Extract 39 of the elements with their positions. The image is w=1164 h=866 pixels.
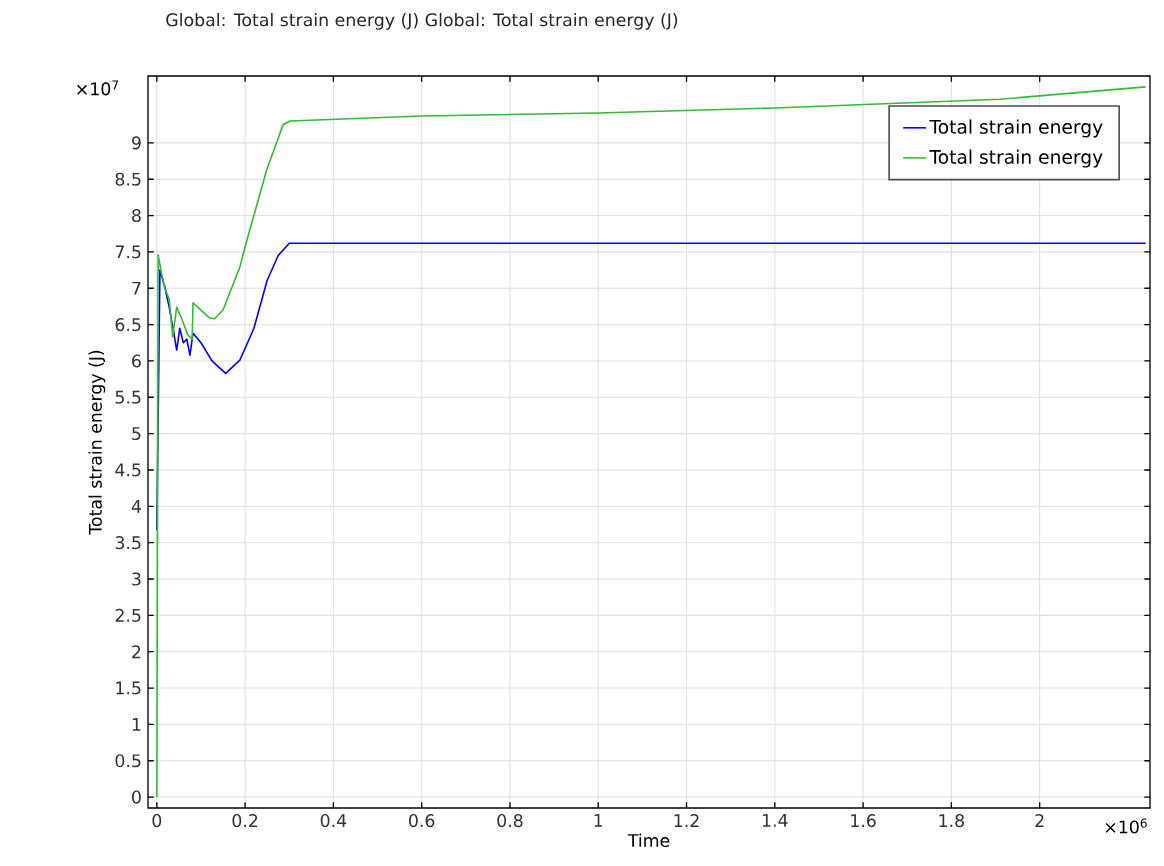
y-tick-label: 3.5 bbox=[115, 536, 141, 550]
x-tick-label: 1.2 bbox=[674, 814, 699, 827]
x-axis-title: Time bbox=[627, 833, 670, 848]
y-tick-label: 8 bbox=[132, 209, 141, 223]
y-tick-label: 3 bbox=[132, 572, 141, 586]
line-series bbox=[156, 242, 1147, 532]
x-tick-label: 1.4 bbox=[762, 814, 788, 827]
y-tick-label: 1.5 bbox=[116, 681, 141, 695]
text: ×10$^{7}$ bbox=[77, 80, 119, 96]
y-tick-label: 9 bbox=[132, 136, 141, 150]
x-tick-label: 1.6 bbox=[851, 814, 876, 828]
y-tick-label: 2 bbox=[132, 645, 141, 659]
line-series bbox=[156, 86, 1147, 798]
y-tick-label: 2.5 bbox=[115, 608, 141, 622]
y-tick-label: 8.5 bbox=[115, 172, 141, 186]
y-tick-label: 4.5 bbox=[115, 463, 141, 477]
y-axis-title: Total strain energy (J) bbox=[88, 350, 106, 535]
x-tick-label: 2 bbox=[1035, 814, 1044, 827]
legend-label: Total strain energy bbox=[929, 149, 1103, 168]
y-tick-label: 6 bbox=[132, 354, 141, 368]
text: ×10$^{6}$ bbox=[1105, 818, 1147, 834]
y-tick-label: 7 bbox=[132, 281, 141, 295]
x-tick-label: 1 bbox=[594, 814, 603, 827]
x-tick-label: 0.6 bbox=[409, 814, 435, 828]
chart-title: Global: Total strain energy (J) Global: Total strain energy (J) bbox=[166, 12, 678, 30]
y-tick-label: 7.5 bbox=[115, 245, 141, 259]
y-tick-label: 5 bbox=[132, 427, 141, 441]
y-tick-label: 6.5 bbox=[115, 318, 141, 332]
x-tick-label: 0.8 bbox=[497, 814, 523, 828]
legend-label: Total strain energy bbox=[929, 119, 1103, 138]
y-tick-label: 0.5 bbox=[115, 754, 141, 768]
x-tick-label: 0.2 bbox=[232, 814, 258, 828]
x-tick-label: 1.8 bbox=[939, 814, 964, 828]
y-tick-label: 4 bbox=[131, 500, 141, 513]
x-tick-label: 0.4 bbox=[320, 814, 347, 828]
y-tick-label: 0 bbox=[132, 790, 141, 804]
y-tick-label: 1 bbox=[132, 718, 141, 731]
x-tick-label: 0 bbox=[152, 814, 162, 828]
y-tick-label: 5.5 bbox=[115, 390, 141, 404]
